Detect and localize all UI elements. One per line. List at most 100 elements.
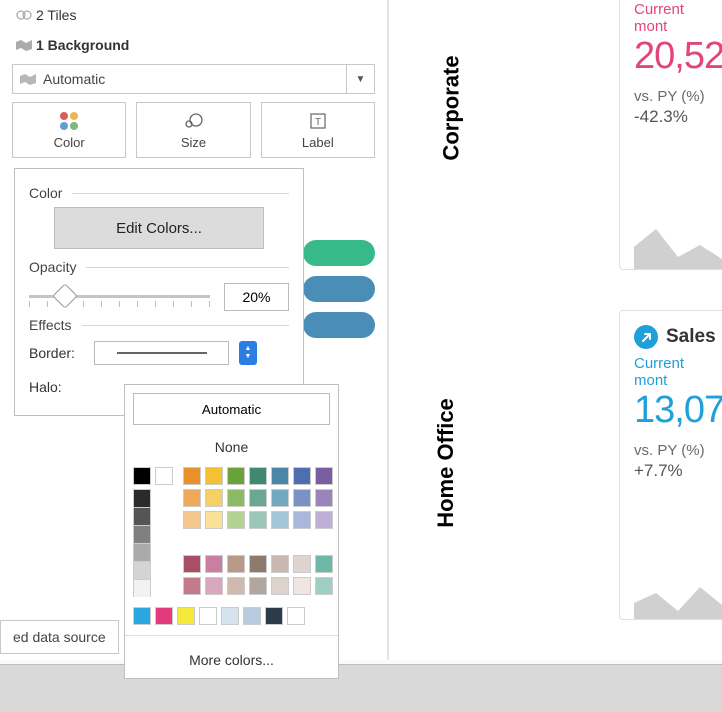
swatch[interactable] bbox=[227, 489, 245, 507]
swatch[interactable] bbox=[205, 577, 223, 595]
dashboard-area: Corporate Home Office Current mont 20,52… bbox=[388, 0, 722, 660]
vs-py-value: +7.7% bbox=[634, 461, 717, 481]
mark-type-dropdown[interactable]: Automatic ▼ bbox=[12, 64, 375, 94]
swatch[interactable] bbox=[183, 577, 201, 595]
sparkline bbox=[634, 209, 722, 269]
accent-row bbox=[133, 607, 330, 625]
swatch[interactable] bbox=[227, 511, 245, 529]
swatch[interactable] bbox=[315, 489, 333, 507]
tiles-row[interactable]: 2 Tiles bbox=[12, 0, 375, 30]
swatch[interactable] bbox=[271, 577, 289, 595]
map-icon bbox=[13, 72, 43, 86]
size-button[interactable]: Size bbox=[136, 102, 250, 158]
swatch[interactable] bbox=[177, 607, 195, 625]
main-palette bbox=[183, 467, 333, 597]
edit-colors-button[interactable]: Edit Colors... bbox=[54, 207, 264, 249]
swatch[interactable] bbox=[227, 555, 245, 573]
swatch[interactable] bbox=[133, 561, 151, 579]
swatch[interactable] bbox=[249, 489, 267, 507]
map-icon bbox=[12, 36, 36, 54]
swatch[interactable] bbox=[271, 489, 289, 507]
status-bar bbox=[0, 664, 722, 712]
sparkline bbox=[634, 559, 722, 619]
swatch[interactable] bbox=[133, 489, 151, 507]
swatch[interactable] bbox=[265, 607, 283, 625]
swatch[interactable] bbox=[293, 555, 311, 573]
size-icon bbox=[182, 111, 204, 131]
swatch[interactable] bbox=[249, 511, 267, 529]
swatch[interactable] bbox=[249, 577, 267, 595]
swatch[interactable] bbox=[315, 577, 333, 595]
tiles-label: 2 Tiles bbox=[36, 7, 76, 23]
swatch[interactable] bbox=[205, 489, 223, 507]
swatch[interactable] bbox=[133, 607, 151, 625]
label-button[interactable]: T Label bbox=[261, 102, 375, 158]
swatch[interactable] bbox=[221, 607, 239, 625]
color-button-label: Color bbox=[54, 135, 85, 150]
label-button-label: Label bbox=[302, 135, 334, 150]
color-button[interactable]: Color bbox=[12, 102, 126, 158]
border-preview bbox=[117, 352, 207, 354]
swatch[interactable] bbox=[315, 511, 333, 529]
swatch[interactable] bbox=[183, 467, 201, 485]
swatch[interactable] bbox=[287, 607, 305, 625]
swatch[interactable] bbox=[133, 579, 151, 597]
swatch[interactable] bbox=[133, 525, 151, 543]
svg-text:T: T bbox=[315, 117, 321, 128]
swatch[interactable] bbox=[249, 555, 267, 573]
swatch[interactable] bbox=[155, 467, 173, 485]
swatch[interactable] bbox=[133, 507, 151, 525]
border-select[interactable] bbox=[94, 341, 229, 365]
swatch[interactable] bbox=[205, 467, 223, 485]
swatch[interactable] bbox=[199, 607, 217, 625]
opacity-slider[interactable] bbox=[29, 285, 210, 309]
swatch[interactable] bbox=[271, 511, 289, 529]
color-section-title: Color bbox=[29, 185, 289, 201]
swatch[interactable] bbox=[293, 489, 311, 507]
none-option[interactable]: None bbox=[133, 439, 330, 455]
gray-column bbox=[133, 467, 173, 597]
swatch[interactable] bbox=[133, 543, 151, 561]
swatch[interactable] bbox=[155, 607, 173, 625]
segment-label-home-office: Home Office bbox=[433, 398, 459, 528]
border-stepper[interactable]: ▲▼ bbox=[239, 341, 257, 365]
swatch[interactable] bbox=[183, 489, 201, 507]
mark-type-label: Automatic bbox=[43, 71, 346, 87]
swatch[interactable] bbox=[271, 467, 289, 485]
background-label: 1 Background bbox=[36, 37, 129, 53]
data-source-tab[interactable]: ed data source bbox=[0, 620, 119, 654]
effects-section-title: Effects bbox=[29, 317, 289, 333]
swatch[interactable] bbox=[227, 467, 245, 485]
kpi-card-corporate: Current mont 20,52 vs. PY (%) -42.3% bbox=[619, 0, 722, 270]
size-button-label: Size bbox=[181, 135, 206, 150]
pill-blue-1 bbox=[303, 276, 375, 302]
swatch[interactable] bbox=[293, 467, 311, 485]
metric-value: 20,52 bbox=[634, 35, 717, 78]
swatch[interactable] bbox=[183, 555, 201, 573]
swatch[interactable] bbox=[227, 577, 245, 595]
arrow-up-icon bbox=[634, 325, 658, 349]
tiles-icon bbox=[12, 6, 36, 24]
kpi-card-home-office: Sales Current mont 13,07 vs. PY (%) +7.7… bbox=[619, 310, 722, 620]
swatch[interactable] bbox=[205, 511, 223, 529]
opacity-input[interactable] bbox=[224, 283, 289, 311]
swatch[interactable] bbox=[271, 555, 289, 573]
more-colors-button[interactable]: More colors... bbox=[133, 646, 330, 670]
current-month-label: Current mont bbox=[634, 355, 717, 389]
metric-value: 13,07 bbox=[634, 389, 717, 432]
swatch[interactable] bbox=[243, 607, 261, 625]
swatch[interactable] bbox=[315, 555, 333, 573]
swatch[interactable] bbox=[293, 577, 311, 595]
swatch[interactable] bbox=[205, 555, 223, 573]
automatic-button[interactable]: Automatic bbox=[133, 393, 330, 425]
swatch[interactable] bbox=[133, 467, 151, 485]
swatch[interactable] bbox=[249, 467, 267, 485]
swatch[interactable] bbox=[183, 511, 201, 529]
color-icon bbox=[60, 111, 78, 131]
swatch[interactable] bbox=[315, 467, 333, 485]
pill-green bbox=[303, 240, 375, 266]
color-picker-popover: Automatic None More colors... bbox=[124, 384, 339, 679]
background-row[interactable]: 1 Background bbox=[12, 30, 375, 60]
card-title: Sales bbox=[666, 326, 716, 348]
swatch[interactable] bbox=[293, 511, 311, 529]
